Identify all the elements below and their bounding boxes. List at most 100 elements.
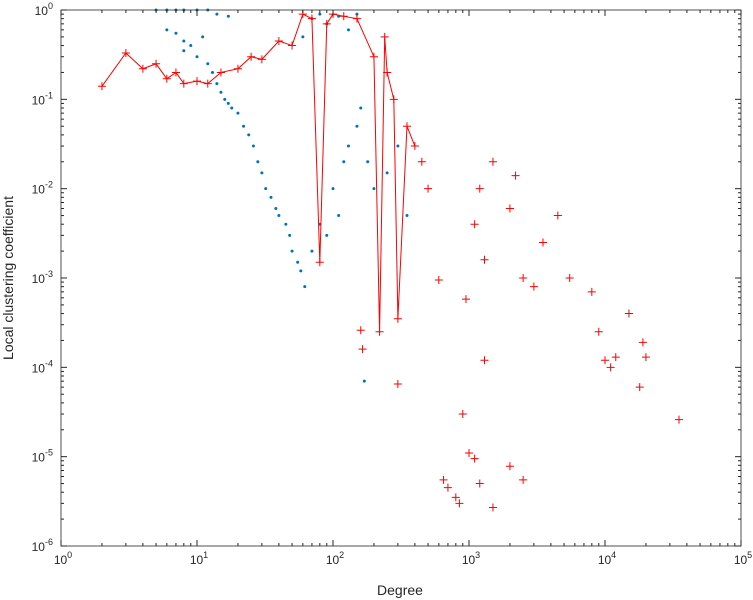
data-point xyxy=(359,106,363,110)
average-marker xyxy=(171,68,180,77)
high-degree-marker xyxy=(475,479,484,488)
high-degree-marker xyxy=(393,380,402,389)
tick-label-exponent: -2 xyxy=(45,180,53,190)
tick-label-base: 10 xyxy=(54,553,68,567)
tick-label: 10-2 xyxy=(32,180,53,197)
high-degree-marker xyxy=(511,171,520,180)
data-point xyxy=(346,144,350,148)
data-point xyxy=(201,35,205,39)
data-point xyxy=(219,90,223,94)
high-degree-marker xyxy=(358,345,367,354)
high-degree-marker xyxy=(424,184,433,193)
high-degree-marker xyxy=(488,503,497,512)
average-marker xyxy=(339,12,348,21)
high-degree-marker xyxy=(641,353,650,362)
tick-label: 10-6 xyxy=(32,537,53,554)
high-degree-marker xyxy=(488,157,497,166)
average-marker xyxy=(152,59,161,68)
tick-label-exponent: 4 xyxy=(611,550,616,560)
average-marker xyxy=(247,52,256,61)
tick-label-base: 10 xyxy=(32,93,46,107)
data-point xyxy=(310,249,314,253)
data-point xyxy=(256,160,260,164)
data-point xyxy=(405,214,409,218)
tick-label: 100 xyxy=(35,1,53,18)
high-degree-marker xyxy=(470,454,479,463)
high-degree-marker xyxy=(624,309,633,318)
y-axis-title: Local clustering coefficient xyxy=(0,196,16,360)
high-degree-marker xyxy=(470,220,479,229)
data-point xyxy=(206,62,210,66)
average-marker xyxy=(402,122,411,131)
high-degree-marker xyxy=(553,211,562,220)
high-degree-marker xyxy=(480,356,489,365)
data-point xyxy=(303,285,307,289)
tick-label: 10-3 xyxy=(32,269,53,286)
data-point xyxy=(396,144,400,148)
average-marker xyxy=(375,327,384,336)
data-point xyxy=(174,31,178,35)
high-degree-marker xyxy=(455,499,464,508)
tick-label-base: 10 xyxy=(32,361,46,375)
average-marker xyxy=(121,49,130,58)
average-marker xyxy=(393,314,402,323)
high-degree-marker xyxy=(538,238,547,247)
axes-layer xyxy=(60,9,742,547)
average-marker xyxy=(97,82,106,91)
data-point xyxy=(372,187,376,191)
tick-label-exponent: 1 xyxy=(203,550,208,560)
high-degree-marker xyxy=(635,383,644,392)
average-marker xyxy=(288,41,297,50)
tick-label: 102 xyxy=(326,550,344,567)
data-point xyxy=(355,124,359,128)
high-degree-marker xyxy=(505,204,514,213)
high-degree-marker xyxy=(606,363,615,372)
high-degree-marker xyxy=(356,326,365,335)
tick-label-exponent: -5 xyxy=(45,448,53,458)
high-degree-marker xyxy=(480,255,489,264)
data-point xyxy=(195,55,199,59)
data-point xyxy=(299,269,303,273)
average-marker xyxy=(380,32,389,41)
high-degree-marker xyxy=(611,353,620,362)
tick-label-exponent: -1 xyxy=(45,90,53,100)
data-point xyxy=(318,12,322,16)
data-point xyxy=(215,82,219,86)
average-marker xyxy=(274,36,283,45)
average-marker xyxy=(162,74,171,83)
tick-label-base: 10 xyxy=(35,4,49,18)
data-point xyxy=(242,124,246,128)
data-point xyxy=(385,171,389,175)
data-point xyxy=(284,222,288,226)
labels-layer: 100 101 102 103 104 10510010-110-210-310-410-… xyxy=(32,1,753,567)
data-point xyxy=(342,160,346,164)
tick-label-base: 10 xyxy=(598,553,612,567)
data-point xyxy=(182,49,186,53)
high-degree-marker xyxy=(529,282,538,291)
data-point xyxy=(264,187,268,191)
high-degree-marker xyxy=(417,157,426,166)
data-point xyxy=(247,133,251,137)
tick-label: 100 xyxy=(54,550,72,567)
data-point xyxy=(251,144,255,148)
average-marker xyxy=(383,68,392,77)
tick-label-base: 10 xyxy=(326,553,340,567)
high-degree-marker xyxy=(565,274,574,282)
high-degree-marker xyxy=(451,493,460,502)
average-marker xyxy=(322,19,331,28)
tick-label-exponent: 0 xyxy=(48,1,53,11)
high-degree-marker xyxy=(443,483,452,492)
high-degree-marker xyxy=(434,275,443,284)
data-point xyxy=(277,214,281,218)
tick-label-exponent: -4 xyxy=(45,358,53,368)
high-degree-marker xyxy=(439,475,448,484)
tick-label: 10-5 xyxy=(32,448,53,465)
data-point xyxy=(230,106,234,110)
data-point xyxy=(366,160,370,164)
high-degree-marker xyxy=(475,184,484,193)
tick-label-exponent: 2 xyxy=(339,550,344,560)
high-degree-marker xyxy=(674,415,683,424)
data-point xyxy=(296,260,300,264)
data-point xyxy=(210,70,214,74)
